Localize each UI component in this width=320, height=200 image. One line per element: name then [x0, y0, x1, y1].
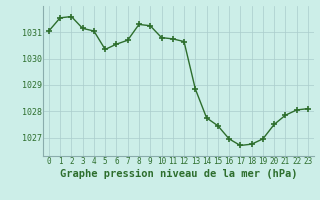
X-axis label: Graphe pression niveau de la mer (hPa): Graphe pression niveau de la mer (hPa)	[60, 169, 297, 179]
